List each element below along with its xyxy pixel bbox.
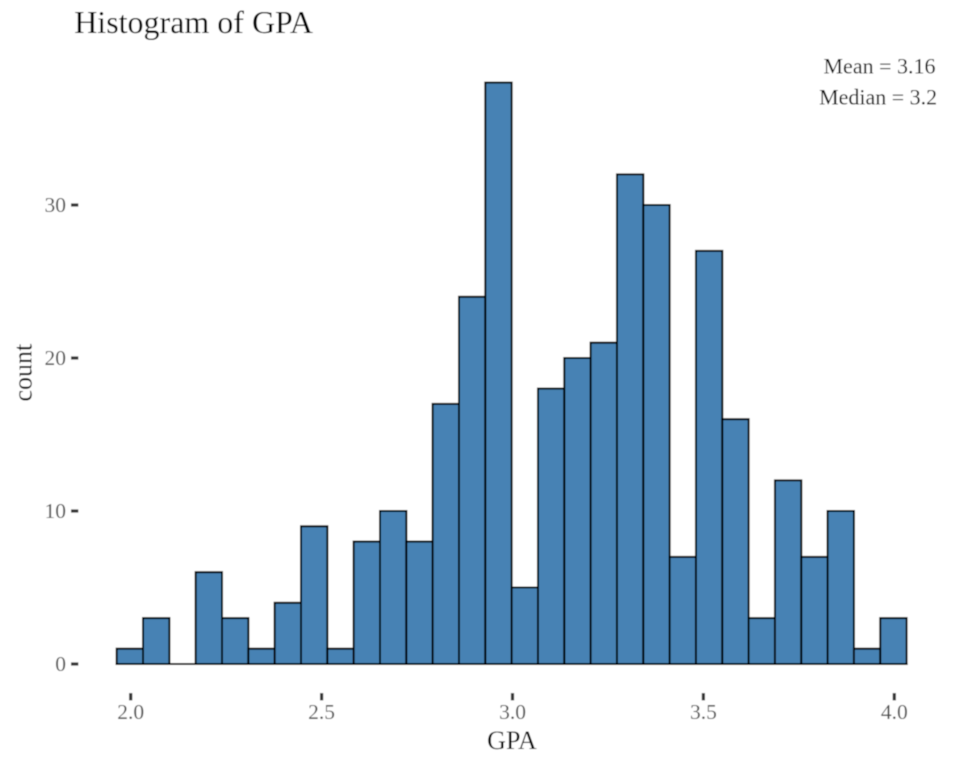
svg-text:20: 20 [45, 346, 67, 370]
svg-text:GPA: GPA [487, 726, 537, 755]
svg-text:2.5: 2.5 [308, 700, 335, 724]
svg-text:0: 0 [55, 652, 66, 676]
svg-text:count: count [9, 343, 38, 402]
svg-text:30: 30 [45, 193, 67, 217]
svg-text:3.5: 3.5 [690, 700, 717, 724]
svg-text:Histogram of GPA: Histogram of GPA [74, 4, 313, 40]
svg-text:Mean = 3.16: Mean = 3.16 [824, 53, 936, 78]
svg-text:10: 10 [45, 499, 67, 523]
svg-text:4.0: 4.0 [881, 700, 908, 724]
svg-text:3.0: 3.0 [499, 700, 526, 724]
svg-text:2.0: 2.0 [117, 700, 144, 724]
svg-text:Median = 3.2: Median = 3.2 [819, 85, 937, 110]
